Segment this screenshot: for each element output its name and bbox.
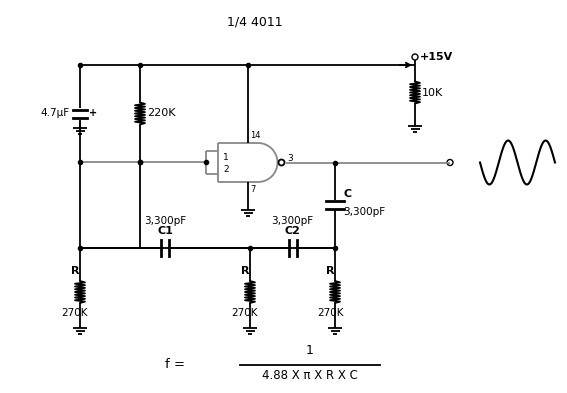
Text: C2: C2 xyxy=(285,226,301,236)
Text: R: R xyxy=(71,266,79,276)
Text: 14: 14 xyxy=(250,131,260,140)
Text: 2: 2 xyxy=(223,165,229,174)
Text: 270K: 270K xyxy=(232,308,258,318)
Text: +15V: +15V xyxy=(420,52,453,62)
Text: 4.88 X π X R X C: 4.88 X π X R X C xyxy=(262,369,358,382)
Text: 1: 1 xyxy=(223,153,229,162)
Text: 4.7μF: 4.7μF xyxy=(41,108,70,119)
Text: 3,300pF: 3,300pF xyxy=(144,216,186,226)
Text: 3,300pF: 3,300pF xyxy=(343,207,385,217)
Text: 3: 3 xyxy=(287,154,293,163)
Text: 270K: 270K xyxy=(62,308,88,318)
Text: R: R xyxy=(241,266,249,276)
Text: R: R xyxy=(326,266,335,276)
Text: 7: 7 xyxy=(250,185,255,194)
Text: 270K: 270K xyxy=(317,308,343,318)
Text: +: + xyxy=(89,108,97,119)
Text: 3,300pF: 3,300pF xyxy=(272,216,314,226)
Text: C: C xyxy=(343,189,351,199)
Text: 1: 1 xyxy=(306,344,314,357)
Text: f =: f = xyxy=(165,358,185,371)
Text: 10K: 10K xyxy=(422,88,443,97)
Text: 220K: 220K xyxy=(147,108,176,119)
Text: 1/4 4011: 1/4 4011 xyxy=(227,15,283,29)
Text: C1: C1 xyxy=(157,226,173,236)
